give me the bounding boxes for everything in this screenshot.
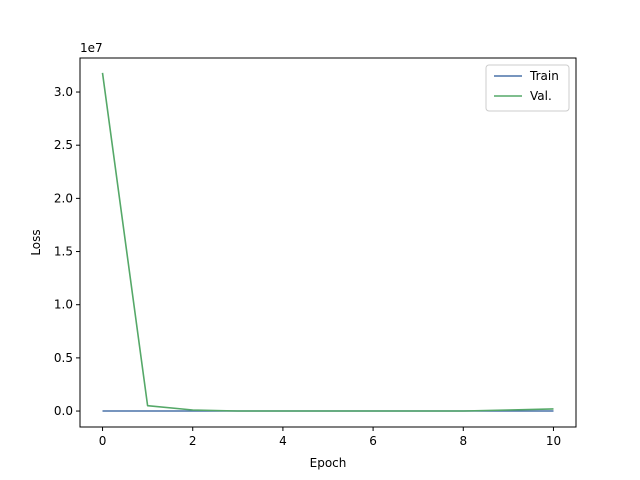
- axes-frame: [79, 57, 577, 428]
- y-tick-label: 0.5: [54, 351, 73, 365]
- y-tick-label: 3.0: [54, 85, 73, 99]
- legend: Train Val.: [485, 64, 570, 112]
- x-tick-label: 4: [279, 434, 287, 448]
- plot-lines: [101, 72, 554, 412]
- x-tick-label: 2: [189, 434, 197, 448]
- x-axis-label: Epoch: [310, 456, 347, 470]
- y-tick-label: 1.0: [54, 298, 73, 312]
- x-axis-ticks: 0 2 4 6 8 10: [99, 427, 561, 448]
- y-tick-label: 2.0: [54, 191, 73, 205]
- x-tick-label: 0: [99, 434, 107, 448]
- y-tick-label: 0.0: [54, 404, 73, 418]
- y-tick-label: 1.5: [54, 245, 73, 259]
- legend-label: Train: [529, 69, 559, 83]
- y-offset-label: 1e7: [80, 41, 103, 55]
- series-line-val: [101, 72, 554, 412]
- x-tick-label: 10: [546, 434, 561, 448]
- y-tick-label: 2.5: [54, 138, 73, 152]
- x-tick-label: 6: [369, 434, 377, 448]
- legend-label: Val.: [530, 89, 552, 103]
- x-tick-label: 8: [459, 434, 467, 448]
- y-axis-label: Loss: [29, 229, 43, 255]
- y-axis-ticks: 0.0 0.5 1.0 1.5 2.0 2.5 3.0: [54, 85, 80, 418]
